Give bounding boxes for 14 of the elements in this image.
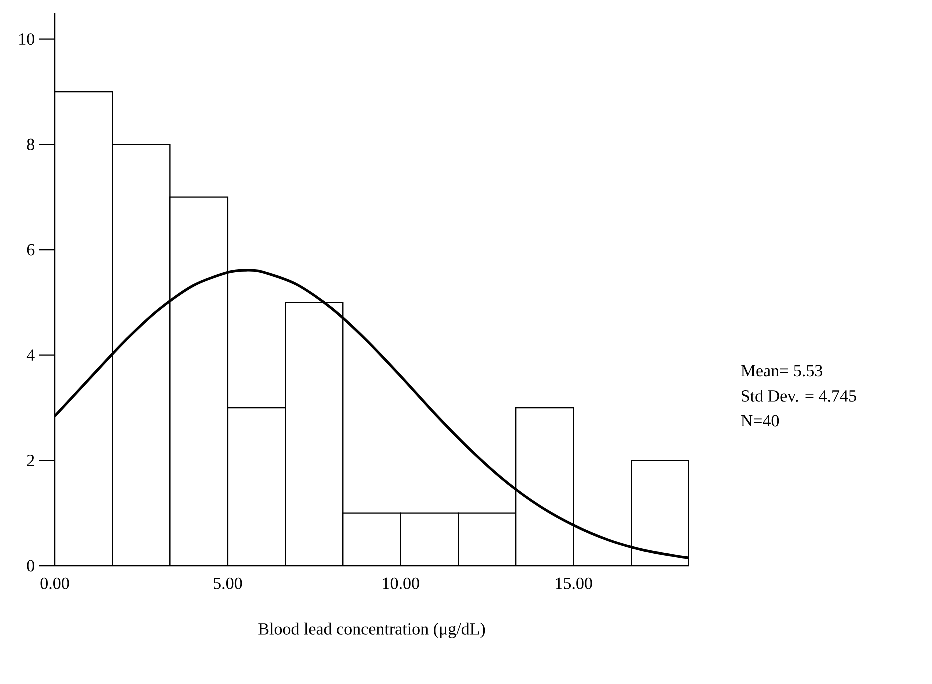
x-tick-label: 5.00 <box>214 578 242 590</box>
text: Mean= 5.53 <box>741 365 823 377</box>
x-tick-label: 15.00 <box>556 578 592 590</box>
y-tick-label: 4 <box>26 350 35 361</box>
y-tick-label: 8 <box>27 138 34 150</box>
text: N=40 <box>741 415 780 427</box>
x-tick-label: 0.00 <box>40 578 70 590</box>
text: Std Dev. = 4.745 <box>742 390 856 402</box>
y-tick-label: 0 <box>27 560 34 572</box>
y-tick-label: 10 <box>20 34 34 46</box>
y-tick-label: 2 <box>27 455 34 466</box>
y-tick-label: 6 <box>27 244 35 256</box>
x-tick-label: 10.00 <box>383 578 420 590</box>
x-axis-title: Blood lead concentration (μg/dL) <box>258 622 486 638</box>
